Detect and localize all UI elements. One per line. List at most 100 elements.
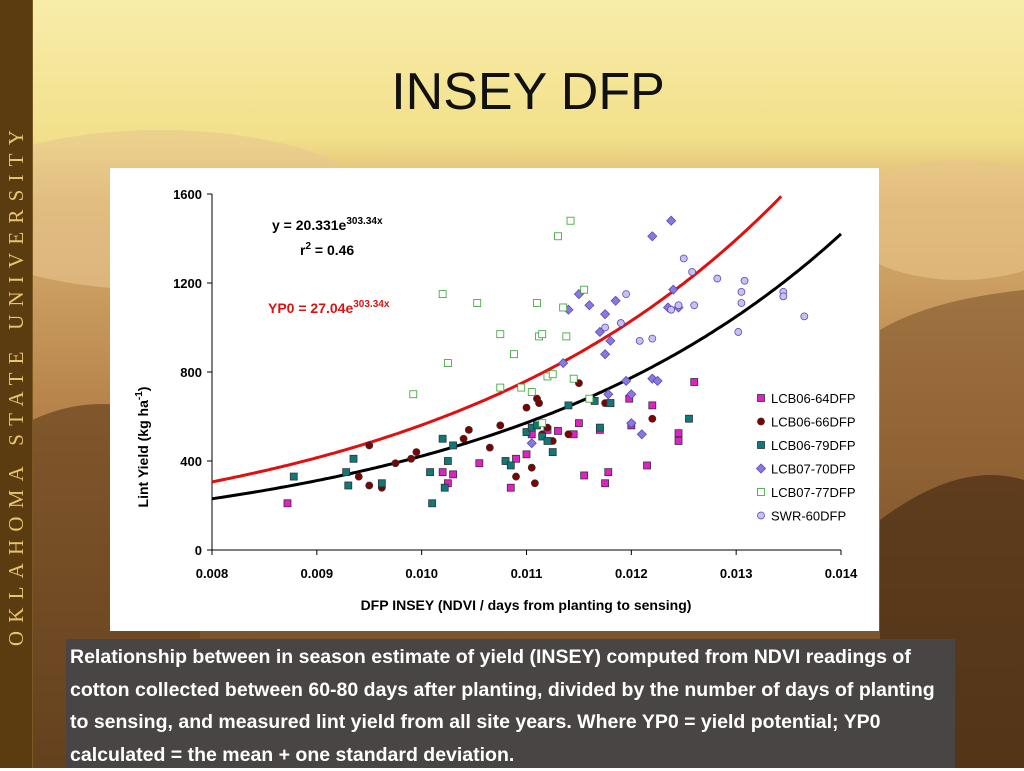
yp0-equation-label: YP0 = 27.04e303.34x — [268, 299, 390, 316]
data-points — [283, 215, 809, 508]
data-point — [506, 461, 515, 470]
data-point — [438, 468, 447, 477]
data-point — [737, 299, 746, 307]
data-point — [606, 399, 615, 408]
data-point — [554, 232, 562, 241]
data-point — [666, 215, 677, 226]
x-axis-title: DFP INSEY (NDVI / days from planting to … — [361, 597, 692, 613]
legend-marker — [757, 394, 765, 402]
data-point — [464, 425, 473, 434]
legend-label: LCB06-79DFP — [771, 438, 856, 453]
x-tick-label: 0.009 — [301, 566, 334, 581]
data-point — [506, 483, 515, 492]
data-point — [510, 350, 518, 359]
x-tick-label: 0.011 — [511, 566, 543, 581]
y-tick-label: 800 — [180, 365, 202, 380]
chart-panel: 0 400 800 1200 1600 0.008 0.009 0.010 0.011 0.012… — [110, 168, 879, 631]
data-point — [643, 461, 651, 470]
data-point — [527, 388, 536, 396]
data-point — [512, 454, 520, 463]
data-point — [428, 499, 437, 508]
data-point — [564, 401, 573, 410]
legend-label: LCB06-64DFP — [771, 391, 856, 406]
y-tick-label: 0 — [195, 543, 202, 558]
data-point — [473, 299, 482, 307]
data-point — [562, 332, 571, 341]
r-squared-label: r2 = 0.46 — [300, 241, 354, 258]
data-point — [554, 427, 562, 435]
y-tick-label: 1600 — [173, 187, 202, 202]
data-point — [648, 334, 657, 343]
data-point — [440, 483, 449, 492]
data-point — [438, 434, 447, 443]
data-point — [604, 468, 613, 477]
data-point — [548, 370, 557, 379]
data-point — [526, 438, 537, 449]
data-point — [342, 468, 351, 477]
data-point — [443, 359, 452, 368]
data-point — [600, 349, 611, 360]
data-point — [734, 328, 743, 336]
data-point — [344, 481, 353, 490]
data-point — [365, 441, 374, 450]
data-point — [409, 390, 418, 399]
data-point — [740, 276, 749, 285]
data-point — [601, 479, 610, 488]
data-point — [595, 423, 604, 432]
y-tick-label: 400 — [180, 454, 202, 469]
data-point — [543, 437, 552, 445]
legend-marker — [757, 511, 765, 520]
chart-legend: LCB06-64DFP LCB06-66DFP LCB06-79DFP LCB07-7… — [755, 391, 856, 524]
data-point — [438, 290, 447, 299]
data-point — [622, 290, 630, 299]
data-point — [688, 267, 697, 276]
data-point — [569, 374, 578, 383]
data-point — [647, 231, 658, 242]
legend-marker — [755, 463, 767, 474]
data-point — [605, 335, 616, 346]
data-point — [283, 499, 292, 508]
data-point — [652, 375, 663, 386]
data-point — [600, 309, 611, 320]
data-point — [548, 448, 557, 457]
data-point — [496, 383, 505, 392]
data-point — [512, 472, 520, 481]
data-point — [648, 401, 657, 410]
data-point — [580, 285, 589, 294]
legend-label: LCB06-66DFP — [771, 415, 856, 430]
data-point — [412, 448, 421, 457]
yp0-curve-line — [211, 195, 783, 484]
data-point — [558, 358, 569, 369]
legend-label: LCB07-70DFP — [771, 462, 856, 477]
data-point — [580, 471, 589, 480]
x-tick-label: 0.010 — [405, 566, 438, 581]
slide-title: INSEY DFP — [391, 63, 665, 121]
data-point — [603, 389, 614, 400]
data-point — [538, 330, 547, 339]
data-point — [713, 274, 722, 283]
data-point — [564, 430, 573, 439]
data-point — [391, 459, 400, 468]
x-tick-label: 0.014 — [825, 566, 858, 581]
data-point — [626, 389, 637, 400]
data-point — [601, 323, 610, 332]
data-point — [377, 479, 386, 488]
data-point — [566, 216, 575, 225]
data-point — [621, 375, 632, 386]
data-point — [530, 479, 539, 488]
data-point — [679, 254, 688, 263]
data-point — [349, 454, 358, 463]
data-point — [616, 319, 625, 327]
data-point — [459, 434, 468, 443]
data-point — [443, 457, 452, 465]
data-point — [668, 284, 679, 295]
data-point — [475, 459, 484, 468]
scatter-chart: 0 400 800 1200 1600 0.008 0.009 0.010 0.011 0.012… — [134, 187, 858, 613]
data-point — [485, 443, 494, 452]
data-point — [674, 301, 683, 310]
y-axis-title: Lint Yield (kg ha-1) — [134, 387, 151, 508]
fit-curves — [211, 195, 843, 501]
data-point — [407, 454, 416, 463]
x-tick-label: 0.013 — [720, 566, 753, 581]
data-point — [674, 437, 683, 445]
